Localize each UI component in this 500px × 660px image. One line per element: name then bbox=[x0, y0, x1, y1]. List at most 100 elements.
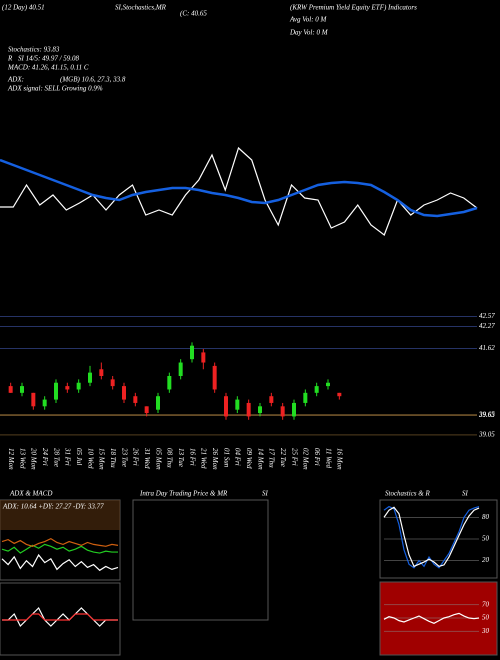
candle-body bbox=[88, 372, 92, 383]
candle-body bbox=[269, 396, 274, 403]
level-label: 39.63 bbox=[478, 411, 495, 419]
panel-title: ADX & MACD bbox=[9, 490, 52, 498]
level-label: 42.27 bbox=[479, 322, 495, 330]
x-tick-label: 04 Fri bbox=[234, 448, 242, 466]
x-tick-label: 05 Jul bbox=[75, 448, 83, 465]
candle-body bbox=[99, 369, 104, 376]
x-tick-label: 20 Mon bbox=[30, 448, 38, 470]
y-tick-label: 30 bbox=[481, 627, 490, 635]
header: ADX signal: SELL Growing 0.9% bbox=[7, 85, 103, 93]
candle-body bbox=[235, 399, 240, 410]
x-tick-label: 31 Wed bbox=[143, 447, 151, 469]
candle-body bbox=[167, 376, 172, 390]
x-tick-label: 11 Wed bbox=[324, 448, 332, 469]
x-tick-label: 26 Fri bbox=[132, 448, 140, 466]
header: ADX: bbox=[7, 76, 24, 84]
candle-body bbox=[31, 392, 36, 407]
candle-body bbox=[258, 406, 262, 414]
panel-title: Intra Day Trading Price & MR bbox=[139, 490, 228, 498]
x-tick-label: 31 Fri bbox=[64, 447, 72, 466]
header: (C: 40.65 bbox=[180, 10, 207, 18]
candle-body bbox=[54, 382, 58, 400]
candle-body bbox=[122, 386, 126, 400]
x-tick-label: 16 Mon bbox=[336, 448, 344, 470]
x-tick-label: 06 Fri bbox=[313, 448, 321, 466]
y-tick-label: 80 bbox=[482, 513, 490, 521]
candle-body bbox=[110, 379, 115, 387]
candle-body bbox=[201, 352, 206, 363]
x-tick-label: 23 Tue bbox=[120, 448, 128, 467]
x-tick-label: 13 Wed bbox=[18, 448, 26, 469]
header: Stochastics: 93.83 bbox=[8, 46, 60, 54]
candle-body bbox=[326, 382, 330, 387]
x-tick-label: 25 Fri bbox=[290, 448, 298, 466]
panel-title: SI bbox=[262, 490, 269, 498]
candle-body bbox=[8, 386, 13, 393]
x-tick-label: 26 Mon bbox=[211, 448, 219, 470]
candle-body bbox=[76, 382, 81, 390]
header: SI,Stochastics,MR bbox=[115, 4, 167, 12]
level-label: 39.05 bbox=[478, 431, 495, 439]
x-tick-label: 21 Wed bbox=[200, 448, 208, 469]
series-line bbox=[2, 613, 118, 621]
x-tick-label: 10 Wed bbox=[86, 448, 94, 469]
level-label: 42.57 bbox=[479, 312, 495, 320]
header: MACD: 41.26, 41.15, 0.11 C bbox=[7, 64, 89, 72]
candle-body bbox=[178, 362, 183, 376]
adx-band bbox=[0, 500, 120, 530]
panel-title: Stochastics & R bbox=[385, 490, 430, 498]
series-line bbox=[383, 612, 480, 624]
candle-body bbox=[280, 406, 285, 417]
header: (KRW Premium Yield Equity ETF) Indicator… bbox=[290, 4, 417, 12]
candle-body bbox=[156, 396, 160, 410]
x-tick-label: 18 Thu bbox=[109, 448, 117, 468]
candle-body bbox=[314, 386, 319, 393]
candle-body bbox=[224, 396, 228, 417]
panel-title: SI bbox=[462, 490, 469, 498]
y-tick-label: 50 bbox=[482, 535, 490, 543]
candle-body bbox=[212, 365, 217, 390]
candle-body bbox=[20, 386, 24, 393]
y-tick-label: 70 bbox=[482, 600, 490, 608]
y-tick-label: 20 bbox=[482, 556, 490, 564]
header: R bbox=[7, 55, 13, 63]
x-tick-label: 15 Mon bbox=[98, 448, 106, 470]
header: (12 Day) 40.51 bbox=[2, 4, 45, 12]
level-label: 39.65 bbox=[478, 410, 495, 418]
x-tick-label: 17 Thu bbox=[268, 448, 276, 468]
series-line bbox=[0, 158, 478, 218]
candle-body bbox=[292, 402, 296, 417]
candle-body bbox=[337, 392, 342, 397]
y-tick-label: 50 bbox=[482, 614, 490, 622]
candle-body bbox=[246, 402, 251, 417]
header: Day Vol: 0 M bbox=[289, 29, 329, 37]
adx-values: ADX: 10.64 +DY: 27.27 -DY: 33.77 bbox=[2, 503, 104, 511]
x-tick-label: 28 Tue bbox=[52, 448, 60, 467]
series-line bbox=[1, 553, 119, 572]
candle-body bbox=[133, 396, 138, 403]
series-line bbox=[1, 543, 118, 554]
x-tick-label: 01 Sun bbox=[222, 448, 230, 468]
x-tick-label: 16 Fri bbox=[188, 448, 196, 466]
intra-panel bbox=[132, 499, 269, 621]
candle-body bbox=[42, 399, 47, 407]
series-line bbox=[383, 506, 480, 568]
candle-body bbox=[65, 386, 70, 390]
header: (MGB) 10.6, 27.3, 33.8 bbox=[60, 76, 126, 84]
x-tick-label: 08 Thu bbox=[166, 448, 174, 468]
x-tick-label: 05 Mon bbox=[154, 448, 162, 470]
x-tick-label: 22 Tue bbox=[279, 448, 287, 467]
candle-body bbox=[303, 392, 308, 403]
x-tick-label: 14 Mon bbox=[256, 448, 264, 470]
level-label: 41.62 bbox=[479, 344, 495, 352]
series-line bbox=[1, 537, 119, 547]
series-line bbox=[2, 606, 118, 628]
header: Avg Vol: 0 M bbox=[289, 16, 328, 24]
header: SI 14/5: 49.97 / 59.08 bbox=[18, 55, 80, 63]
candle-body bbox=[190, 345, 194, 360]
rsi-panel bbox=[379, 581, 498, 656]
candle-body bbox=[144, 406, 149, 414]
x-tick-label: 13 Tue bbox=[177, 448, 185, 467]
macd-panel bbox=[0, 582, 121, 656]
